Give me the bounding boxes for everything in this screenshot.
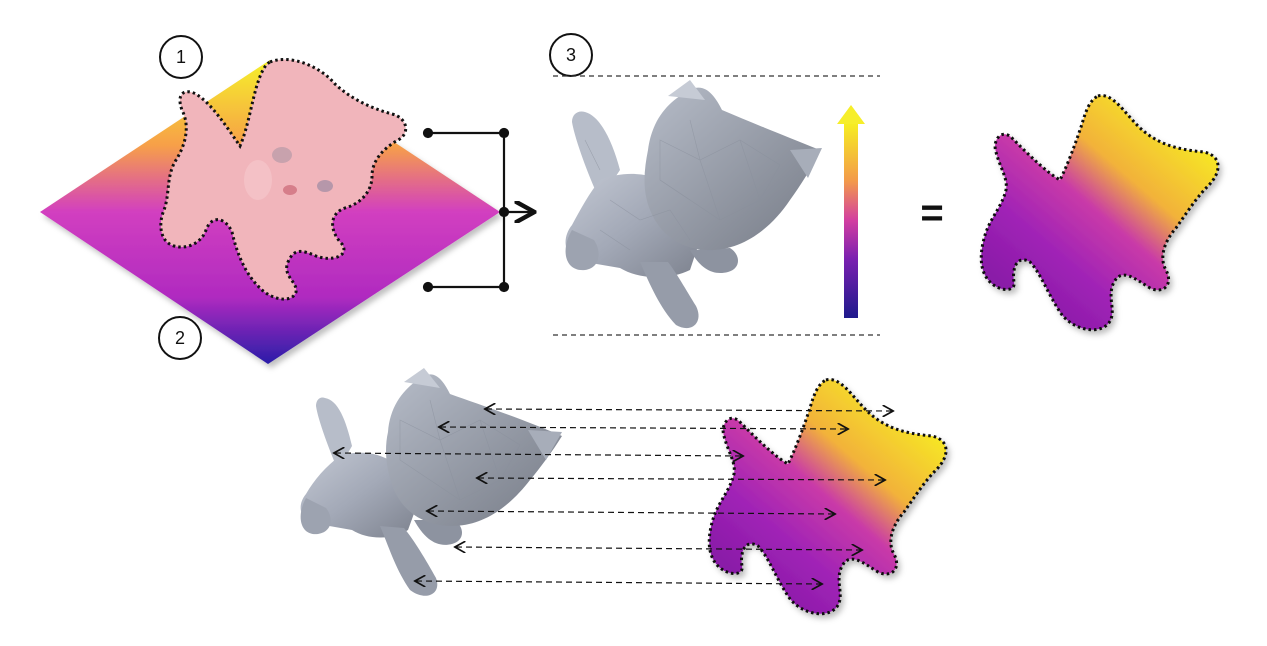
step-2-label: 2: [175, 328, 185, 348]
color-scale-arrow-icon: [837, 105, 865, 318]
step-1-badge: 1: [159, 35, 203, 79]
kitten-mesh-icon: [565, 80, 822, 329]
step-1-label: 1: [176, 47, 186, 67]
bracket-arrow-icon: [422, 127, 530, 293]
step-3-badge: 3: [549, 33, 593, 77]
kitten-mesh-bottom-icon: [300, 368, 562, 596]
kitten-photo-icon: [159, 57, 408, 301]
correspondence-arrows-icon: [335, 409, 892, 584]
colored-silhouette-bottom-icon: [707, 378, 948, 616]
equals-sign: =: [920, 191, 943, 235]
step-2-badge: 2: [158, 316, 202, 360]
step-3-label: 3: [566, 45, 576, 65]
colored-silhouette-icon: [979, 94, 1220, 332]
